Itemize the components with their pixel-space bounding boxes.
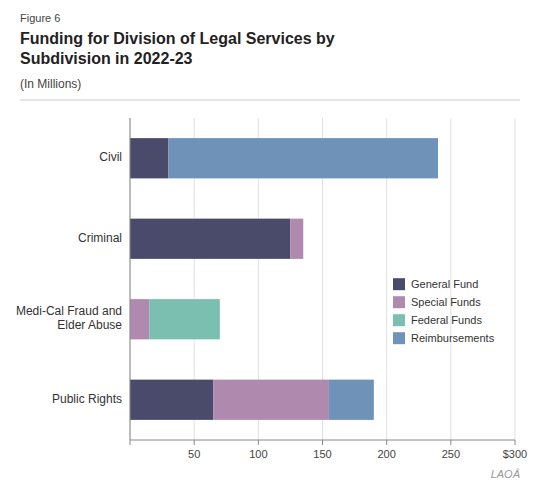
bar-segment xyxy=(219,299,220,339)
legend-swatch xyxy=(393,332,405,344)
separator xyxy=(20,100,520,101)
text-line: Elder Abuse xyxy=(57,318,122,332)
title-line: Subdivision in 2022-23 xyxy=(20,50,193,67)
chart: Figure 6 Funding for Division of Legal Se… xyxy=(0,0,540,488)
bar-segment xyxy=(149,299,220,339)
legend-label: Federal Funds xyxy=(411,314,482,326)
tick-mark xyxy=(194,440,195,445)
grid-line xyxy=(130,118,131,440)
grid-line xyxy=(515,118,516,440)
bar-segment xyxy=(303,219,304,259)
bar-segment xyxy=(130,299,149,339)
bar-segment xyxy=(213,380,329,420)
text-line: Public Rights xyxy=(52,392,122,406)
tick-label: 250 xyxy=(442,448,460,460)
bars xyxy=(130,138,438,420)
text-line: Civil xyxy=(99,150,122,164)
tick-mark xyxy=(130,440,131,445)
legend-swatch xyxy=(393,314,405,326)
bar-segment xyxy=(303,219,304,259)
category-label: Medi-Cal Fraud andElder Abuse xyxy=(16,304,122,332)
legend-swatch xyxy=(393,296,405,308)
x-axis: 50 100 150 200 250 $300 xyxy=(130,440,527,460)
legend-label: Reimbursements xyxy=(411,332,495,344)
title-line: Funding for Division of Legal Services b… xyxy=(20,30,335,47)
bar-segment xyxy=(290,219,303,259)
tick-label: 100 xyxy=(249,448,267,460)
watermark: LAOÂ xyxy=(491,468,520,480)
category-label: Criminal xyxy=(78,231,122,245)
bar-segment xyxy=(169,138,439,178)
legend: General Fund Special Funds Federal Funds Re… xyxy=(393,278,495,344)
x-axis-line xyxy=(130,440,515,441)
bar-segment xyxy=(130,380,213,420)
legend-label: Special Funds xyxy=(411,296,481,308)
category-label: Civil xyxy=(99,150,122,164)
category-label: Public Rights xyxy=(52,392,122,406)
bar-segment xyxy=(130,219,290,259)
y-axis: Civil Criminal Medi-Cal Fraud andElder Abu… xyxy=(16,150,122,406)
figure-label: Figure 6 xyxy=(20,12,60,24)
legend-label: General Fund xyxy=(411,278,478,290)
tick-label: $300 xyxy=(503,448,527,460)
tick-label: 50 xyxy=(188,448,200,460)
tick-label: 200 xyxy=(377,448,395,460)
bar-segment xyxy=(130,138,169,178)
bar-segment xyxy=(329,380,374,420)
tick-label: 150 xyxy=(313,448,331,460)
tick-mark xyxy=(386,440,387,445)
legend-swatch xyxy=(393,278,405,290)
subtitle: (In Millions) xyxy=(20,77,81,91)
tick-mark xyxy=(515,440,516,445)
title: Funding for Division of Legal Services b… xyxy=(20,30,335,67)
text-line: Medi-Cal Fraud and xyxy=(16,304,122,318)
text-line: Criminal xyxy=(78,231,122,245)
tick-mark xyxy=(322,440,323,445)
y-axis-line xyxy=(130,118,131,440)
grid xyxy=(130,118,515,440)
tick-mark xyxy=(450,440,451,445)
tick-mark xyxy=(258,440,259,445)
